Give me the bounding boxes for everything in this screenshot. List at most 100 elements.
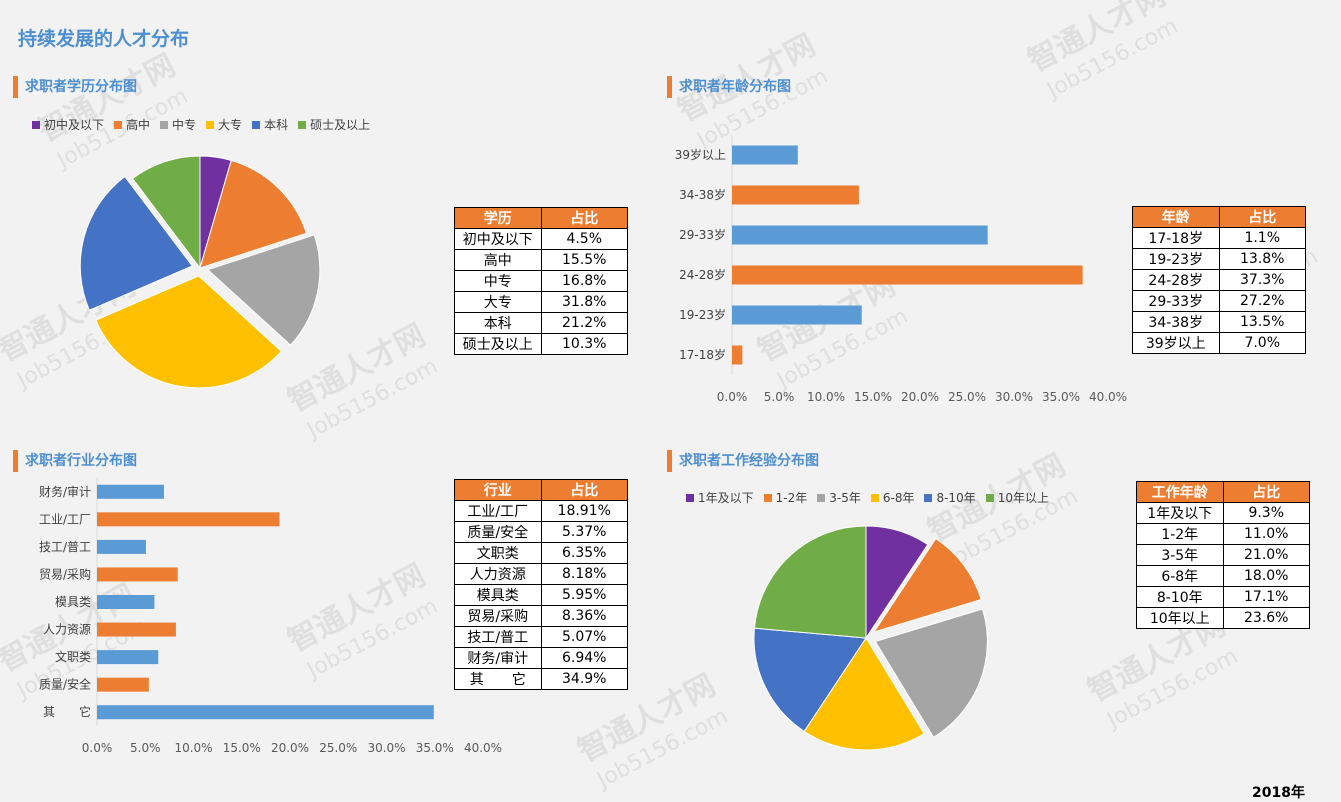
experience-section-title: 求职者工作经验分布图 [667,450,819,472]
legend-label: 6-8年 [882,491,915,505]
legend-label: 10年以上 [997,491,1049,505]
table-cell-label: 初中及以下 [454,228,542,250]
table-cell-label: 贸易/采购 [454,605,542,627]
legend-label: 1年及以下 [698,491,754,505]
table-cell-value: 16.8% [540,270,628,292]
tick-label: 40.0% [464,741,502,755]
table-cell-value: 27.2% [1218,290,1306,312]
pie-slice [206,234,321,346]
category-label: 17-18岁 [679,347,726,362]
table-cell-value: 21.0% [1222,544,1310,566]
legend-label: 大专 [218,118,243,132]
table-row: 贸易/采购 8.36% [454,605,628,627]
table-cell-value: 4.5% [540,228,628,250]
table-cell-value: 6.35% [540,542,628,564]
legend-swatch [817,493,826,502]
education-section-title: 求职者学历分布图 [13,76,137,98]
legend-label: 初中及以下 [44,118,105,132]
legend-swatch [114,120,123,129]
legend-item: 大专 [206,116,242,133]
tick-label: 35.0% [1042,390,1080,404]
page-title: 持续发展的人才分布 [18,28,190,50]
table-cell-value: 1.1% [1218,227,1306,249]
industry-table: 行业 占比 工业/工厂 18.91% 质量/安全 5.37% 文职类 6.35% 人力资源 8.1… [454,479,628,690]
report-year: 2018年 [1252,785,1305,801]
category-label: 19-23岁 [679,307,726,322]
industry-section-title: 求职者行业分布图 [13,450,137,472]
tick-label: 5.0% [130,741,161,755]
legend-label: 8-10年 [936,491,976,505]
table-cell-label: 其 它 [454,668,542,690]
tick-label: 5.0% [764,390,795,404]
legend-swatch [763,493,772,502]
category-label: 贸易/采购 [39,566,91,581]
bar [97,705,434,720]
table-cell-label: 3-5年 [1136,544,1224,566]
tick-label: 30.0% [995,390,1033,404]
legend-item: 初中及以下 [32,116,104,133]
category-label: 29-33岁 [679,227,726,242]
category-label: 39岁以上 [675,147,726,162]
education-legend: 初中及以下 高中 中专 大专 本科 硕士及以上 [32,116,370,133]
bar [732,305,862,325]
pie-slice [199,159,308,269]
legend-swatch [32,120,40,129]
table-row: 模具类 5.95% [454,584,628,606]
tick-label: 25.0% [319,741,357,755]
bar [97,567,178,582]
legend-item: 中专 [160,116,196,133]
bar [97,484,164,499]
table-cell-label: 19-23岁 [1132,248,1220,270]
tick-label: 30.0% [367,741,405,755]
table-cell-value: 21.2% [540,312,628,334]
table-row: 34-38岁 13.5% [1132,311,1306,333]
category-label: 文职类 [55,649,91,664]
education-table-header: 学历 [454,207,542,229]
age-table: 年龄 占比 17-18岁 1.1% 19-23岁 13.8% 24-28岁 37.3% 29-3… [1132,206,1306,354]
tick-label: 20.0% [271,741,309,755]
bar [732,265,1083,285]
tick-label: 35.0% [416,741,454,755]
education-table: 学历 占比 初中及以下 4.5% 高中 15.5% 中专 16.8% 大专 31.8% 本科 21.2… [454,207,628,355]
category-label: 人力资源 [43,623,91,637]
legend-label: 硕士及以上 [310,118,371,132]
legend-item: 硕士及以上 [298,116,370,133]
table-row: 技工/普工 5.07% [454,626,628,648]
legend-swatch [298,120,307,129]
table-row: 中专 16.8% [454,270,628,292]
tick-label: 0.0% [717,390,748,404]
bar [732,145,798,165]
table-cell-label: 10年以上 [1136,607,1224,629]
table-cell-label: 8-10年 [1136,586,1224,608]
table-cell-label: 39岁以上 [1132,332,1220,354]
experience-table-header: 工作年龄 [1136,481,1224,503]
table-cell-value: 8.36% [540,605,628,627]
table-cell-value: 9.3% [1222,502,1310,524]
legend-swatch [206,120,215,129]
category-label: 财务/审计 [39,484,91,499]
legend-item: 1-2年 [763,489,807,506]
table-row: 19-23岁 13.8% [1132,248,1306,270]
table-row: 硕士及以上 10.3% [454,333,628,355]
experience-table-header: 占比 [1222,481,1310,503]
legend-item: 6-8年 [870,489,915,506]
table-cell-label: 中专 [454,270,542,292]
bar [97,650,159,665]
legend-swatch [252,120,261,129]
table-cell-value: 18.0% [1222,565,1310,587]
table-row: 其 它 34.9% [454,668,628,690]
table-row: 39岁以上 7.0% [1132,332,1306,354]
table-cell-value: 5.37% [540,521,628,543]
category-label: 工业/工厂 [39,512,91,526]
table-row: 10年以上 23.6% [1136,607,1310,629]
category-label: 质量/安全 [39,677,91,692]
table-cell-label: 34-38岁 [1132,311,1220,333]
table-row: 文职类 6.35% [454,542,628,564]
table-row: 8-10年 17.1% [1136,586,1310,608]
bar [97,595,155,609]
table-row: 本科 21.2% [454,312,628,334]
table-row: 大专 31.8% [454,291,628,313]
legend-item: 1年及以下 [686,489,754,506]
table-cell-value: 7.0% [1218,332,1306,354]
bar [97,622,176,637]
